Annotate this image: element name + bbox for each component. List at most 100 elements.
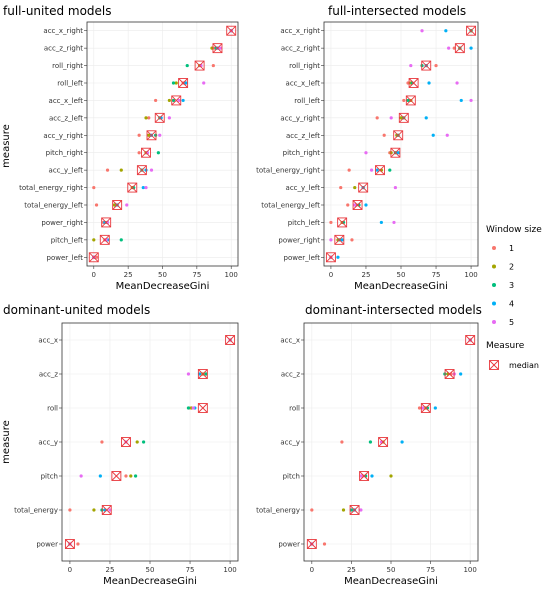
legend-swatch-4 [492, 301, 496, 306]
data-point [204, 372, 208, 376]
y-tick-label: roll [47, 405, 58, 413]
median-marker [325, 252, 336, 263]
data-point [147, 133, 151, 137]
y-tick-label: pitch_left [51, 236, 84, 244]
data-point [68, 508, 72, 512]
data-point [310, 508, 314, 512]
data-point [141, 440, 146, 444]
data-point [447, 46, 451, 50]
y-tick-label: power_left [284, 254, 321, 262]
x-tick-label: 0 [310, 566, 314, 574]
data-point [350, 238, 354, 242]
data-point [211, 63, 215, 68]
median-marker [421, 60, 432, 71]
y-tick-label: acc_x_left [286, 80, 321, 88]
data-point [388, 168, 392, 172]
data-point [129, 474, 133, 478]
median-marker [375, 165, 385, 176]
legend-measure-title: Measure [486, 341, 525, 351]
data-point [382, 133, 386, 137]
median-marker [465, 335, 476, 345]
median-marker [194, 60, 205, 71]
data-point [389, 474, 393, 478]
data-point [177, 98, 181, 103]
median-marker [349, 505, 360, 515]
data-point [455, 81, 459, 85]
data-point [424, 116, 428, 120]
x-tick-label: 100 [464, 271, 477, 279]
y-tick-label: roll_left [57, 80, 83, 88]
data-point [400, 440, 404, 444]
median-marker [359, 471, 370, 481]
data-point [359, 474, 363, 478]
data-point [364, 203, 368, 207]
x-tick-label: 50 [158, 271, 167, 279]
data-point [156, 151, 160, 155]
data-point [185, 63, 189, 68]
data-point [144, 116, 148, 120]
y-tick-label: total_energy_left [24, 202, 83, 210]
median-marker [112, 200, 123, 210]
y-tick-label: total_energy [256, 507, 300, 515]
data-point [340, 238, 344, 242]
median-marker [101, 217, 112, 228]
x-tick-label: 25 [124, 271, 133, 279]
data-point [402, 98, 406, 103]
data-point [469, 46, 473, 50]
data-point [92, 185, 96, 190]
data-point [349, 508, 354, 512]
data-point [375, 168, 379, 172]
y-tick-label: acc_x_right [43, 27, 83, 35]
data-point [364, 151, 368, 155]
y-tick-label: power [278, 541, 300, 549]
median-marker [358, 182, 369, 193]
data-point [79, 474, 83, 478]
data-point [92, 508, 96, 512]
y-tick-label: acc_z_left [286, 132, 320, 140]
legend-label-3: 3 [509, 281, 514, 290]
y-tick-label: acc_z_left [49, 114, 83, 122]
x-tick-label: 75 [432, 271, 441, 279]
data-point [141, 185, 145, 190]
x-tick-label: 0 [329, 271, 333, 279]
x-axis-label: MeanDecreaseGini [116, 281, 210, 292]
y-tick-label: power_right [41, 219, 83, 227]
median-marker [99, 234, 110, 245]
data-point [186, 406, 191, 410]
data-point [171, 98, 176, 103]
median-marker [444, 369, 455, 379]
y-tick-label: acc_z [281, 371, 300, 379]
median-marker [197, 369, 208, 379]
median-marker [64, 539, 75, 549]
data-point [336, 255, 340, 259]
x-tick-label: 50 [146, 566, 155, 574]
data-point [119, 168, 123, 172]
y-tick-label: acc_x_left [49, 97, 84, 105]
median-marker [178, 78, 189, 88]
data-point [368, 440, 373, 444]
median-marker [405, 95, 416, 106]
median-marker [171, 95, 182, 106]
data-point [191, 406, 195, 410]
y-tick-label: acc_y_left [49, 167, 84, 175]
data-point [147, 116, 151, 120]
y-tick-label: acc_y [38, 439, 58, 447]
panel-title: full-intersected models [328, 4, 466, 18]
y-tick-label: total_energy [14, 507, 58, 515]
x-axis-label: MeanDecreaseGini [103, 576, 197, 587]
data-point [431, 133, 435, 137]
median-marker [334, 234, 345, 245]
median-marker [466, 25, 477, 36]
data-point [369, 168, 374, 172]
data-point [329, 238, 333, 242]
median-marker [146, 130, 157, 141]
data-point [137, 151, 141, 155]
y-tick-label: pitch [41, 473, 58, 481]
x-tick-label: 75 [426, 566, 435, 574]
data-point [158, 133, 162, 137]
median-marker [420, 403, 431, 413]
data-point [339, 185, 343, 190]
data-point [218, 46, 222, 50]
data-point [359, 508, 363, 512]
y-tick-label: roll_left [294, 97, 320, 105]
